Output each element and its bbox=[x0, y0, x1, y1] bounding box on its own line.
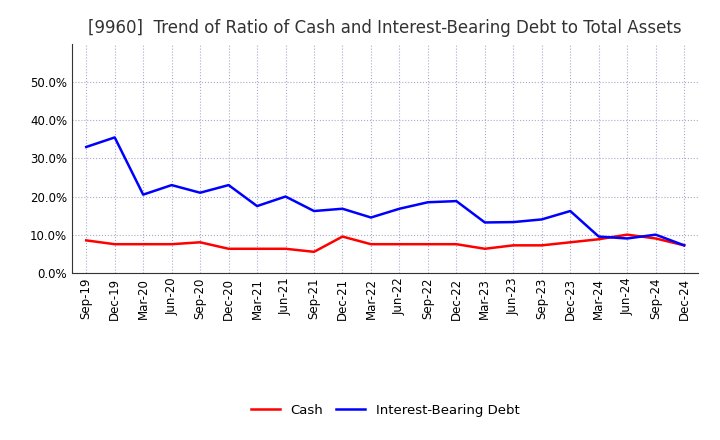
Interest-Bearing Debt bbox=[366, 215, 375, 220]
Cash bbox=[338, 234, 347, 239]
Cash bbox=[225, 246, 233, 251]
Line: Interest-Bearing Debt: Interest-Bearing Debt bbox=[86, 137, 684, 246]
Interest-Bearing Debt bbox=[652, 232, 660, 237]
Cash bbox=[196, 240, 204, 245]
Interest-Bearing Debt bbox=[310, 209, 318, 214]
Cash bbox=[423, 242, 432, 247]
Interest-Bearing Debt bbox=[623, 236, 631, 241]
Interest-Bearing Debt bbox=[480, 220, 489, 225]
Cash bbox=[452, 242, 461, 247]
Interest-Bearing Debt bbox=[139, 192, 148, 197]
Interest-Bearing Debt bbox=[82, 144, 91, 150]
Title: [9960]  Trend of Ratio of Cash and Interest-Bearing Debt to Total Assets: [9960] Trend of Ratio of Cash and Intere… bbox=[89, 19, 682, 37]
Interest-Bearing Debt bbox=[253, 203, 261, 209]
Cash bbox=[282, 246, 290, 251]
Cash bbox=[395, 242, 404, 247]
Cash bbox=[595, 237, 603, 242]
Interest-Bearing Debt bbox=[537, 217, 546, 222]
Cash bbox=[509, 243, 518, 248]
Cash bbox=[566, 240, 575, 245]
Cash bbox=[480, 246, 489, 251]
Interest-Bearing Debt bbox=[452, 198, 461, 204]
Interest-Bearing Debt bbox=[680, 243, 688, 248]
Cash bbox=[680, 243, 688, 248]
Interest-Bearing Debt bbox=[196, 190, 204, 195]
Interest-Bearing Debt bbox=[282, 194, 290, 199]
Cash bbox=[139, 242, 148, 247]
Interest-Bearing Debt bbox=[423, 200, 432, 205]
Interest-Bearing Debt bbox=[395, 206, 404, 211]
Cash bbox=[310, 249, 318, 254]
Interest-Bearing Debt bbox=[338, 206, 347, 211]
Interest-Bearing Debt bbox=[225, 183, 233, 188]
Interest-Bearing Debt bbox=[110, 135, 119, 140]
Cash bbox=[623, 232, 631, 237]
Interest-Bearing Debt bbox=[595, 234, 603, 239]
Interest-Bearing Debt bbox=[167, 183, 176, 188]
Interest-Bearing Debt bbox=[566, 209, 575, 214]
Cash bbox=[253, 246, 261, 251]
Cash bbox=[366, 242, 375, 247]
Cash bbox=[537, 243, 546, 248]
Line: Cash: Cash bbox=[86, 235, 684, 252]
Cash bbox=[167, 242, 176, 247]
Cash bbox=[110, 242, 119, 247]
Legend: Cash, Interest-Bearing Debt: Cash, Interest-Bearing Debt bbox=[246, 398, 525, 422]
Interest-Bearing Debt bbox=[509, 220, 518, 225]
Cash bbox=[82, 238, 91, 243]
Cash bbox=[652, 236, 660, 241]
